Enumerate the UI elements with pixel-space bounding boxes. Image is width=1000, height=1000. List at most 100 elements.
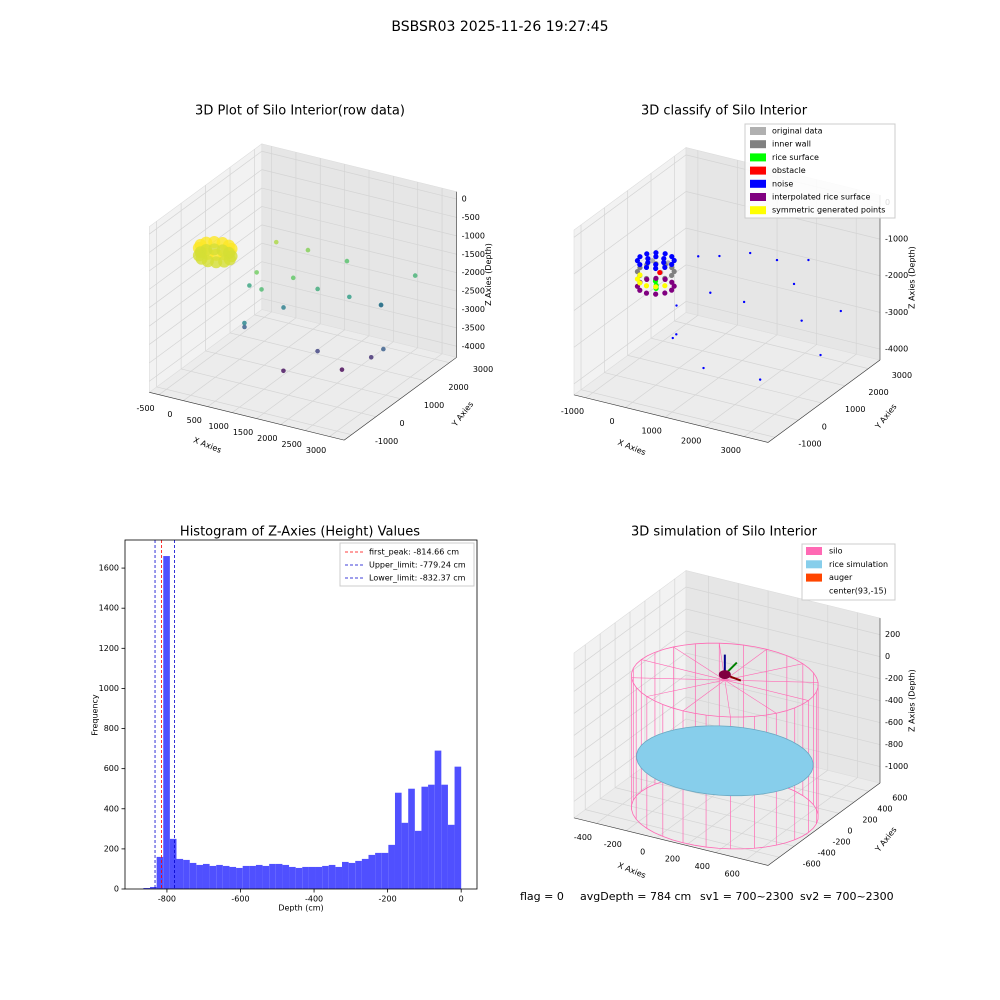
- grid-line: [261, 169, 457, 218]
- y-tick-label: 3000: [892, 371, 912, 380]
- grid-line: [580, 389, 776, 438]
- bar: [196, 864, 203, 889]
- chart-title: 3D simulation of Silo Interior: [631, 525, 818, 540]
- grid-line: [573, 674, 687, 758]
- grid-line: [149, 169, 263, 253]
- silo-wire: [682, 679, 726, 712]
- legend-swatch: [750, 127, 766, 135]
- x-tick-label: 3000: [306, 446, 326, 455]
- z-tick-label: 0: [462, 195, 467, 204]
- annotation: flag = 0: [520, 890, 564, 903]
- grid-line: [573, 191, 687, 275]
- point: [669, 279, 675, 285]
- x-tick-label: 2500: [282, 440, 302, 449]
- point: [800, 319, 803, 322]
- bar: [262, 865, 270, 889]
- grid-line: [627, 355, 822, 404]
- bar: [163, 556, 170, 889]
- x-tick-label: 2000: [257, 434, 277, 443]
- axis-line: [767, 782, 881, 866]
- legend-swatch: [806, 547, 822, 555]
- chart-title: 3D Plot of Silo Interior(row data): [195, 104, 405, 119]
- legend-swatch: [750, 166, 766, 175]
- point: [305, 247, 311, 253]
- legend-swatch: [750, 140, 766, 149]
- x-tick-label: 200: [665, 855, 680, 864]
- grid-line: [156, 386, 352, 436]
- bar: [275, 863, 283, 889]
- point: [315, 348, 320, 354]
- x-tick-label: 0: [167, 410, 172, 419]
- point: [273, 239, 279, 245]
- bar: [282, 864, 290, 889]
- silo-wire: [724, 649, 767, 681]
- point: [634, 276, 641, 282]
- x-tick-label: 400: [695, 862, 710, 871]
- point: [242, 324, 247, 330]
- point: [290, 275, 296, 281]
- point: [653, 250, 659, 256]
- y-tick-label: 600: [892, 794, 907, 803]
- annotation: sv1 = 700~2300: [700, 890, 794, 903]
- point: [758, 378, 762, 381]
- silo-wire: [724, 679, 809, 701]
- bar: [342, 861, 349, 889]
- bar: [447, 824, 455, 889]
- legend-swatch: [806, 586, 822, 595]
- legend-swatch: [806, 573, 822, 582]
- grid-line: [149, 187, 263, 272]
- point: [653, 291, 659, 297]
- point: [315, 286, 320, 292]
- silo-wire: [724, 679, 777, 714]
- y-tick-label: -400: [818, 848, 836, 857]
- point: [669, 287, 675, 293]
- x-tick-label: 0: [640, 847, 645, 856]
- grid-line: [261, 187, 457, 237]
- y-tick-label: 2000: [868, 388, 888, 397]
- point: [645, 256, 651, 262]
- point: [839, 309, 843, 313]
- grid-line: [573, 301, 687, 385]
- bar: [216, 864, 223, 889]
- bar: [183, 859, 190, 889]
- point: [657, 269, 663, 276]
- grid-line: [685, 674, 881, 723]
- legend-label: obstacle: [772, 166, 806, 175]
- bar: [381, 852, 389, 889]
- silo-wire: [724, 680, 731, 718]
- grid-line: [205, 350, 401, 400]
- point: [775, 258, 779, 262]
- legend-box: [744, 123, 896, 219]
- x-tick-label: 600: [725, 869, 740, 878]
- bar: [143, 887, 151, 889]
- grid-line: [573, 630, 687, 714]
- grid-line: [573, 696, 687, 780]
- z-tick-label: -2000: [462, 268, 485, 277]
- bar: [249, 865, 256, 889]
- legend-swatch: [750, 179, 766, 188]
- bar: [229, 866, 237, 889]
- point: [662, 251, 668, 257]
- legend-label: symmetric generated points: [772, 206, 885, 215]
- legend-label: rice surface: [772, 153, 819, 162]
- legend-swatch: [806, 560, 822, 569]
- annotation: avgDepth = 784 cm: [580, 890, 691, 903]
- bar: [150, 886, 157, 889]
- point: [702, 366, 705, 370]
- y-tick-label: 800: [104, 724, 119, 733]
- point: [347, 294, 352, 300]
- x-tick-label: 0: [609, 417, 614, 426]
- grid-line: [604, 372, 799, 421]
- annotation: sv2 = 700~2300: [800, 890, 894, 903]
- bar: [401, 822, 409, 889]
- point: [344, 258, 350, 264]
- silo-ring: [631, 774, 819, 850]
- grid-line: [674, 320, 869, 369]
- point: [709, 291, 712, 294]
- y-axis-label: Frequency: [91, 694, 100, 736]
- bar: [242, 865, 250, 889]
- bar: [236, 867, 243, 889]
- point: [637, 287, 643, 293]
- point: [412, 273, 418, 278]
